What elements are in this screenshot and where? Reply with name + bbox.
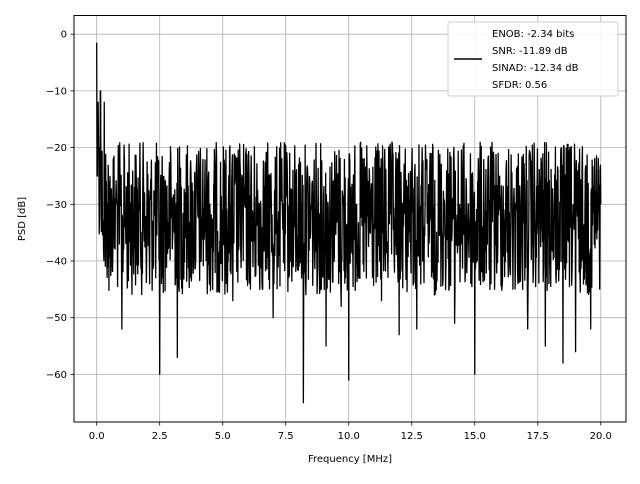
y-tick-label: −30 <box>46 200 67 211</box>
x-tick-label: 17.5 <box>527 431 549 442</box>
x-tick-label: 15.0 <box>464 431 486 442</box>
series-layer <box>96 42 602 404</box>
x-axis-label: Frequency [MHz] <box>308 454 392 465</box>
psd-series-line <box>96 42 602 404</box>
x-tick-label: 5.0 <box>215 431 231 442</box>
x-tick-label: 12.5 <box>401 431 423 442</box>
legend-line-snr: SNR: -11.89 dB <box>492 46 568 57</box>
y-axis-ticks: 0 −10 −20 −30 −40 −50 −60 <box>46 30 74 381</box>
y-tick-label: −60 <box>46 370 67 381</box>
y-tick-label: −20 <box>46 143 67 154</box>
x-tick-label: 0.0 <box>89 431 105 442</box>
x-tick-label: 10.0 <box>338 431 360 442</box>
x-axis-ticks: 0.0 2.5 5.0 7.5 10.0 12.5 15.0 17.5 20.0 <box>89 422 612 442</box>
y-tick-label: −10 <box>46 86 67 97</box>
x-tick-label: 2.5 <box>152 431 168 442</box>
legend-box <box>447 21 619 97</box>
x-tick-label: 20.0 <box>590 431 612 442</box>
legend-line-sinad: SINAD: -12.34 dB <box>492 63 579 74</box>
plot-area-frame <box>73 15 627 423</box>
y-tick-label: 0 <box>61 30 67 41</box>
y-axis-label: PSD [dB] <box>17 197 28 241</box>
y-tick-label: −50 <box>46 313 67 324</box>
legend-line-enob: ENOB: -2.34 bits <box>492 29 574 40</box>
x-tick-label: 7.5 <box>278 431 294 442</box>
legend-line-sfdr: SFDR: 0.56 <box>492 80 547 91</box>
y-tick-label: −40 <box>46 256 67 267</box>
legend: ENOB: -2.34 bits SNR: -11.89 dB SINAD: -… <box>447 21 619 97</box>
